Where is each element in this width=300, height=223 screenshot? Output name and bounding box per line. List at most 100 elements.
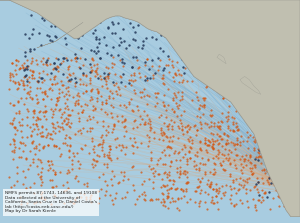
Point: [252, 165, 257, 169]
Point: [182, 143, 187, 146]
Point: [184, 189, 189, 193]
Point: [32, 146, 36, 149]
Point: [262, 150, 267, 154]
Point: [265, 167, 269, 171]
Point: [105, 165, 110, 169]
Point: [24, 66, 28, 70]
Point: [246, 135, 251, 138]
Point: [101, 172, 106, 176]
Point: [99, 135, 103, 138]
Point: [68, 79, 72, 83]
Point: [121, 125, 126, 128]
Point: [110, 31, 115, 35]
Point: [99, 148, 104, 152]
Point: [60, 72, 65, 75]
Point: [112, 123, 116, 126]
Point: [134, 56, 138, 59]
Point: [84, 5, 89, 9]
Point: [37, 109, 42, 113]
Point: [63, 141, 68, 145]
Point: [264, 196, 269, 199]
Point: [111, 105, 116, 109]
Point: [276, 145, 281, 148]
Point: [234, 89, 239, 92]
Point: [112, 31, 117, 35]
Point: [245, 146, 250, 150]
Point: [143, 120, 148, 123]
Point: [266, 131, 271, 135]
Point: [79, 195, 83, 199]
Point: [50, 88, 54, 92]
Point: [202, 201, 207, 204]
Point: [68, 136, 73, 140]
Point: [8, 101, 13, 105]
Point: [251, 139, 256, 142]
Point: [40, 56, 45, 60]
Point: [159, 33, 164, 37]
Point: [80, 126, 85, 130]
Point: [88, 200, 93, 204]
Point: [180, 78, 185, 82]
Point: [105, 86, 110, 90]
Point: [148, 25, 152, 29]
Point: [130, 65, 135, 69]
Point: [253, 137, 258, 141]
Point: [13, 58, 18, 62]
Point: [197, 140, 202, 143]
Point: [151, 180, 156, 184]
Point: [265, 153, 270, 156]
Point: [257, 148, 262, 152]
Point: [142, 14, 146, 18]
Point: [52, 62, 57, 65]
Point: [67, 79, 71, 82]
Point: [126, 78, 131, 82]
Point: [103, 77, 108, 81]
Point: [90, 104, 95, 108]
Point: [72, 201, 77, 205]
Point: [109, 158, 114, 162]
Point: [129, 143, 134, 147]
Point: [106, 74, 110, 77]
Point: [234, 122, 239, 125]
Point: [101, 152, 106, 156]
Point: [19, 135, 24, 138]
Point: [233, 191, 238, 194]
Point: [64, 122, 69, 126]
Point: [19, 97, 23, 100]
Point: [40, 134, 45, 138]
Point: [88, 62, 92, 66]
Point: [199, 62, 204, 66]
Point: [227, 173, 232, 176]
Point: [232, 147, 237, 151]
Point: [92, 159, 97, 162]
Point: [27, 90, 32, 93]
Point: [268, 148, 273, 151]
Point: [31, 115, 36, 119]
Point: [235, 127, 240, 131]
Point: [172, 120, 177, 124]
Point: [173, 199, 178, 202]
Point: [107, 94, 112, 97]
Point: [205, 150, 209, 154]
Point: [259, 142, 264, 145]
Point: [273, 131, 278, 134]
Point: [23, 157, 28, 160]
Point: [116, 180, 121, 183]
Point: [37, 76, 41, 79]
Point: [23, 96, 28, 99]
Point: [72, 8, 76, 11]
Point: [8, 73, 12, 76]
Point: [88, 89, 93, 93]
Point: [251, 171, 256, 175]
Point: [283, 161, 287, 164]
Point: [242, 60, 246, 63]
Point: [151, 167, 155, 170]
Point: [202, 191, 207, 194]
Point: [43, 111, 48, 114]
Point: [224, 142, 229, 145]
Point: [27, 76, 32, 79]
Point: [29, 134, 34, 137]
Point: [28, 133, 33, 136]
Point: [275, 153, 280, 157]
Point: [16, 82, 21, 86]
